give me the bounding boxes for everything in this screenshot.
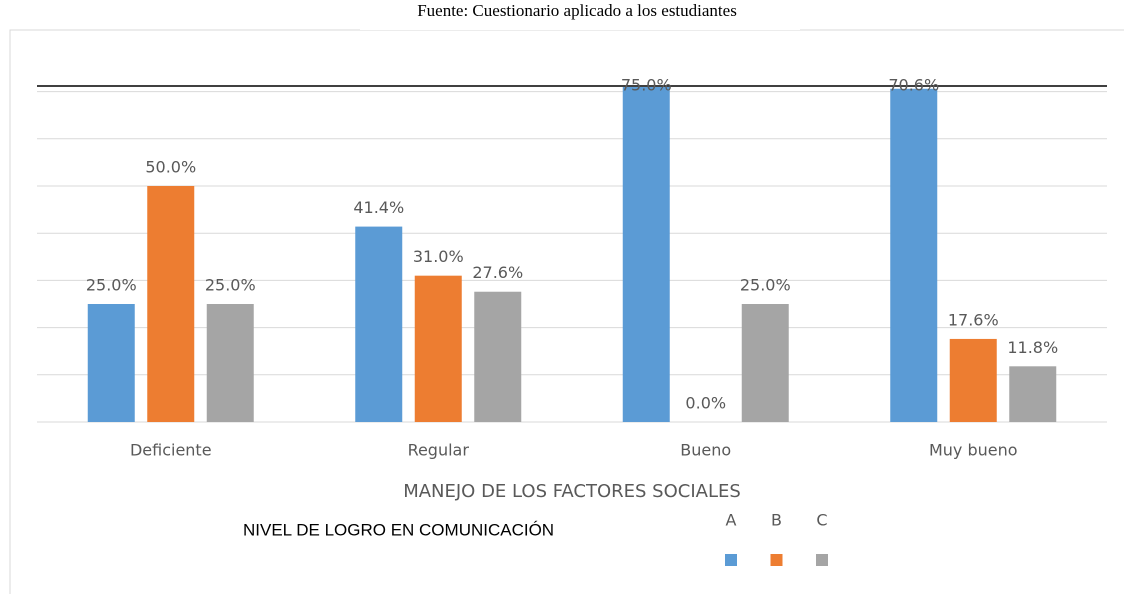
data-label: 27.6% (472, 263, 523, 282)
title-backdrop (360, 0, 800, 30)
x-axis-title: MANEJO DE LOS FACTORES SOCIALES (403, 481, 741, 502)
bar (414, 275, 462, 422)
legend-label: B (771, 511, 782, 530)
bar (474, 291, 522, 422)
bar (355, 226, 403, 422)
data-label: 25.0% (86, 276, 137, 295)
bar (890, 88, 938, 422)
x-tick-label: Muy bueno (929, 441, 1018, 460)
data-label: 31.0% (413, 247, 464, 266)
data-label: 17.6% (948, 310, 999, 329)
legend-label: C (816, 511, 827, 530)
bar (741, 304, 789, 422)
legend-title: NIVEL DE LOGRO EN COMUNICACIÓN (243, 520, 554, 539)
bar (87, 304, 135, 422)
data-label: 75.0% (621, 76, 672, 95)
data-label: 0.0% (685, 394, 726, 413)
legend-swatch (770, 554, 783, 566)
plot (37, 87, 1107, 423)
x-tick-label: Regular (408, 441, 470, 460)
bar (949, 338, 997, 422)
data-label: 25.0% (205, 276, 256, 295)
legend-label: A (726, 511, 737, 530)
data-label: 70.6% (888, 76, 939, 95)
bar (1009, 366, 1057, 422)
data-label: 41.4% (353, 198, 404, 217)
x-tick-label: Bueno (680, 441, 731, 460)
x-tick-label: Deficiente (130, 441, 212, 460)
data-label: 50.0% (145, 158, 196, 177)
data-label: 25.0% (740, 276, 791, 295)
bar (206, 304, 254, 422)
chart-title: Fuente: Cuestionario aplicado a los estu… (417, 1, 737, 20)
legend-swatch (816, 554, 828, 566)
legend-swatch (725, 554, 737, 566)
bar (147, 186, 195, 422)
data-label: 11.8% (1007, 338, 1058, 357)
bar (622, 87, 670, 422)
